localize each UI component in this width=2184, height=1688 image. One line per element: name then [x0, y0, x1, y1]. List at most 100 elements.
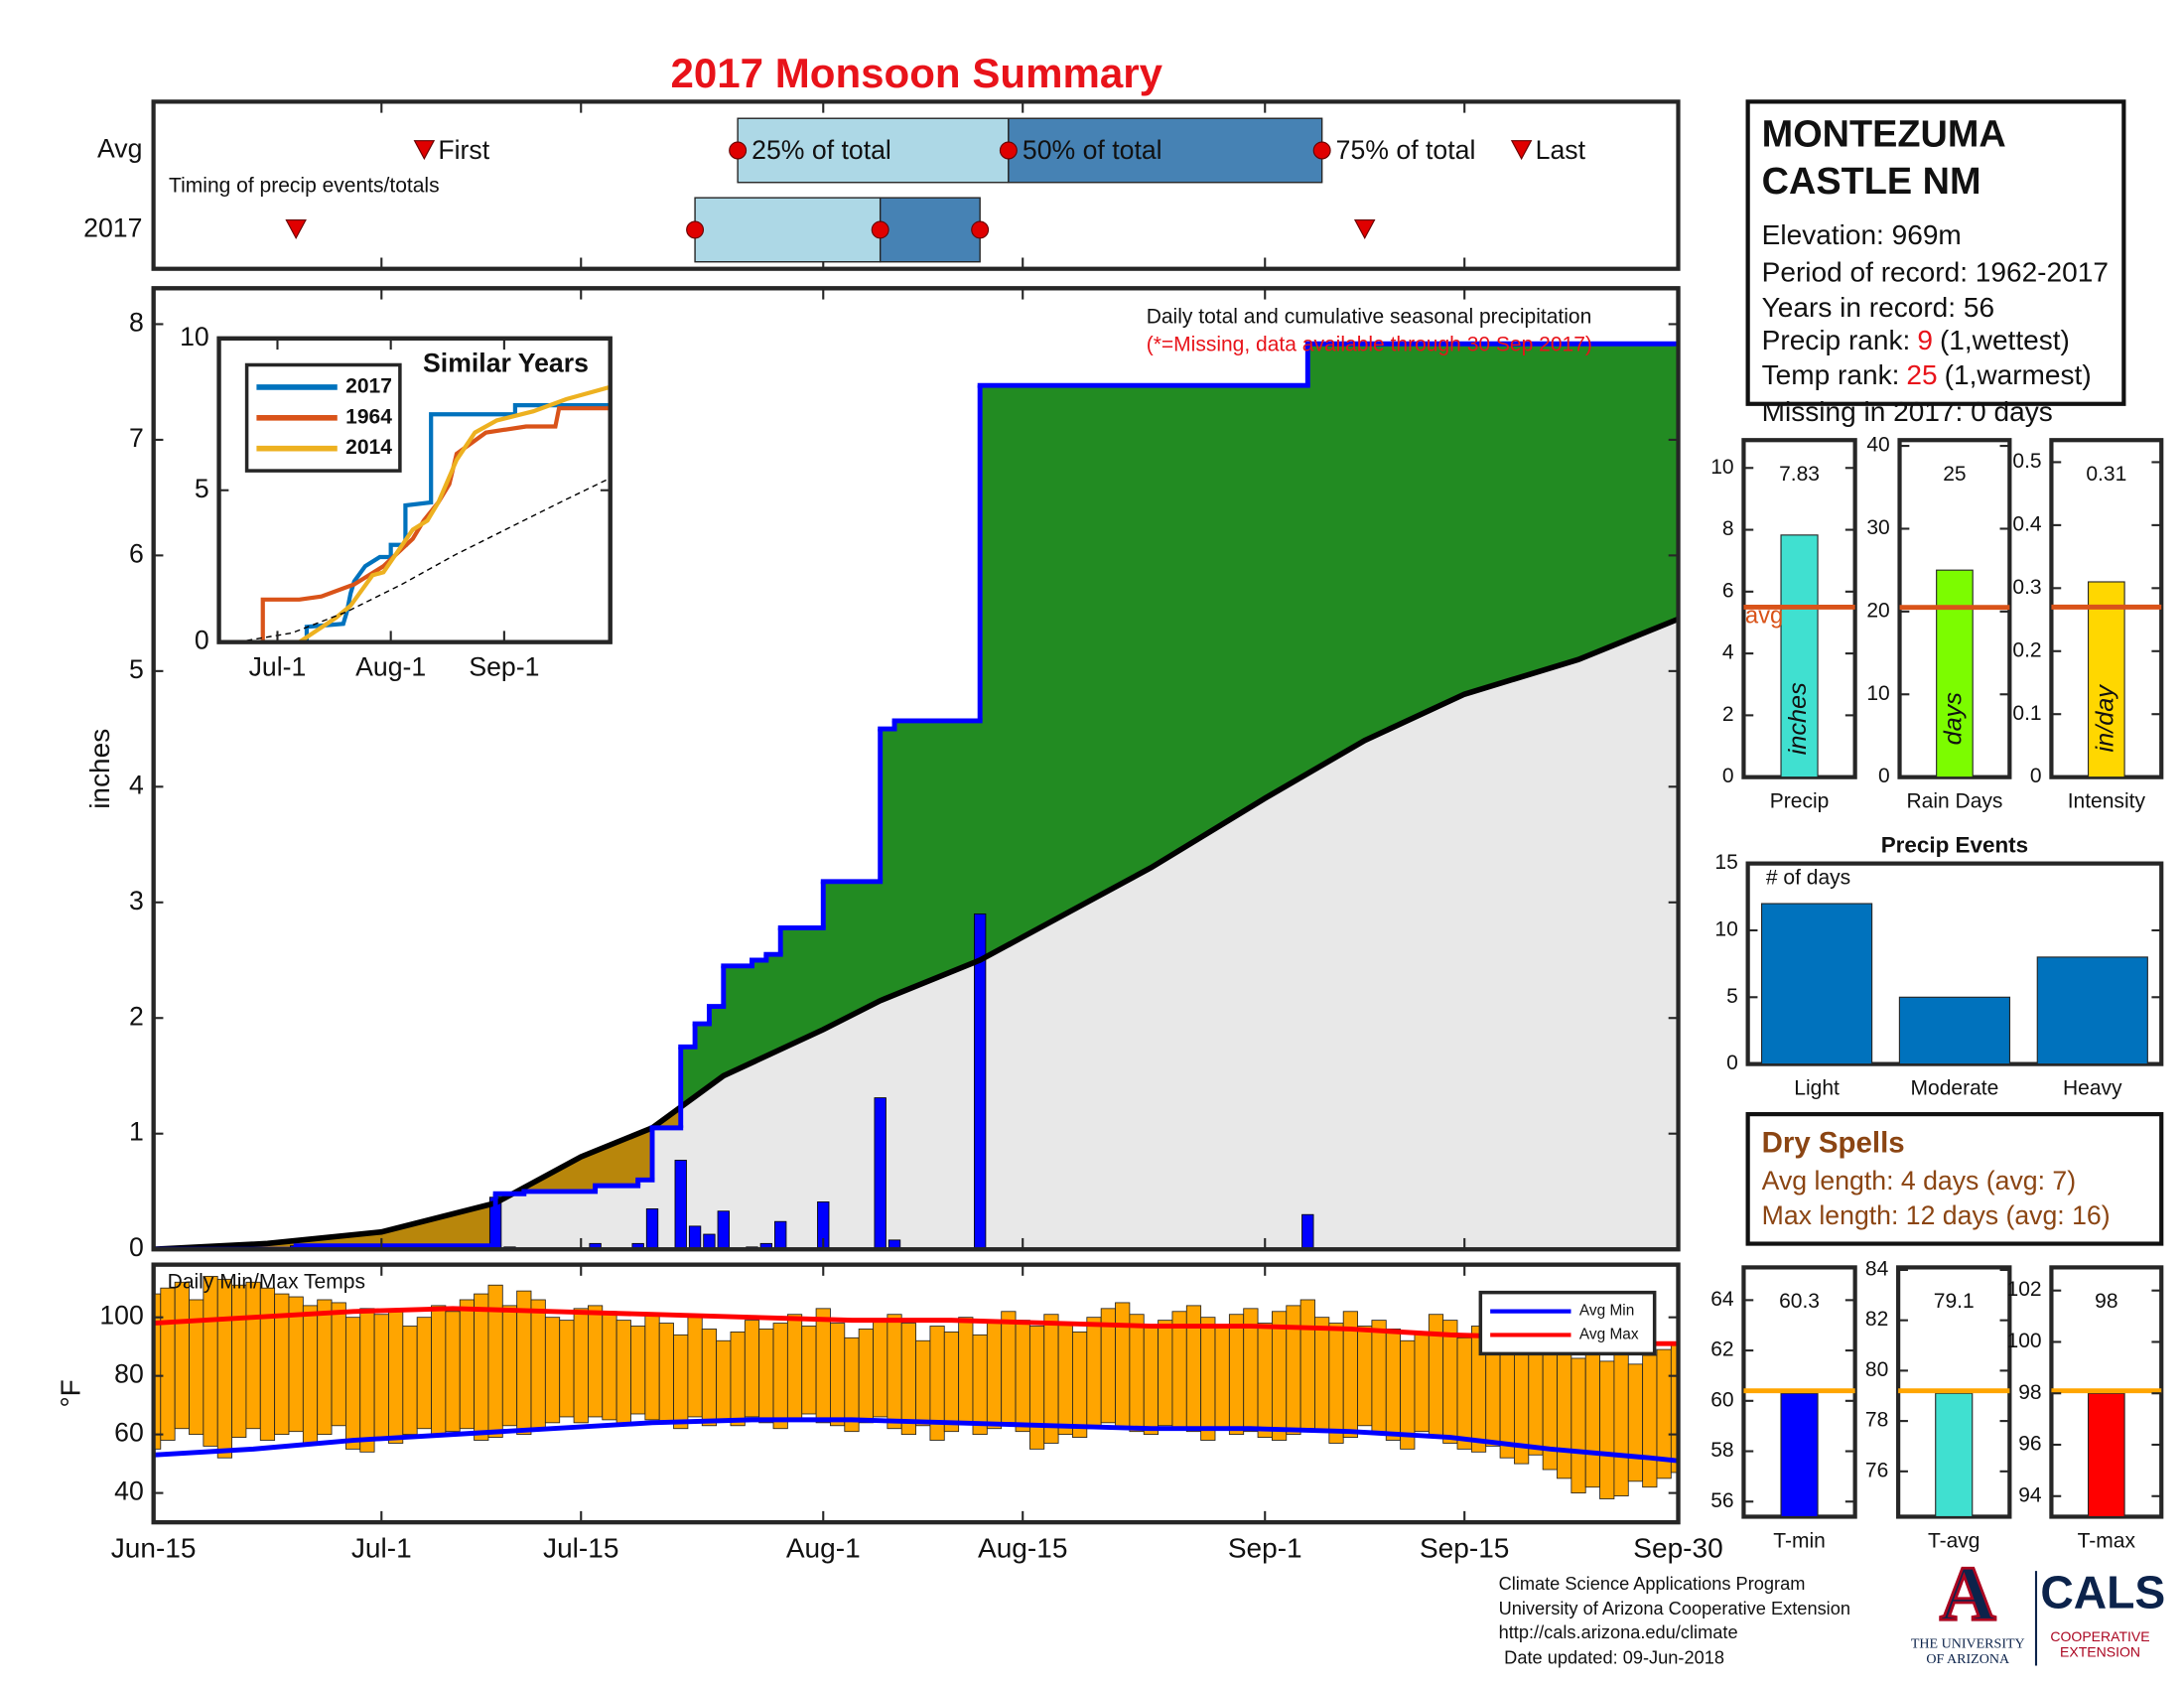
y-tick-label: 4: [129, 770, 144, 799]
dry-spells-box: [1745, 1112, 2164, 1246]
rank-value: 9: [1917, 325, 1933, 355]
precip-rank: Precip rank: 9 (1,wettest): [1762, 325, 2070, 355]
temp-range-bar: [1214, 1326, 1230, 1430]
y-tick-label: 60: [1710, 1388, 1733, 1411]
bar: [2087, 581, 2125, 778]
temp-range-bar: [402, 1326, 418, 1436]
series-line: [236, 477, 611, 642]
row-label: Avg: [97, 134, 142, 164]
station-name: MONTEZUMA: [1762, 113, 2006, 155]
dry-spells-title: Dry Spells: [1762, 1127, 1905, 1160]
temp-range-bar: [801, 1326, 817, 1415]
station-box: [1745, 99, 2126, 406]
temp-range-bar: [615, 1320, 631, 1427]
value-label: 60.3: [1779, 1290, 1820, 1313]
x-tick-label: Jul-1: [351, 1533, 412, 1564]
temp-range-bar: [786, 1314, 803, 1421]
temp-range-bar: [1129, 1314, 1145, 1433]
timing-box: [1008, 117, 1323, 184]
x-tick-label: Jul-1: [249, 651, 307, 681]
temp-range-bar: [431, 1305, 447, 1436]
event-label: 25% of total: [751, 135, 891, 165]
station-line: Years in record: 56: [1762, 292, 1994, 323]
temp-range-bar: [602, 1311, 617, 1421]
chart-subtitle: Timing of precip events/totals: [169, 175, 440, 198]
plot-area: [218, 384, 611, 642]
temp-range-bar: [873, 1320, 888, 1418]
y-tick-label: 1: [129, 1117, 144, 1147]
legend-label: 1964: [345, 405, 392, 428]
y-tick-label: 62: [1710, 1338, 1733, 1361]
temp-range-bar: [858, 1329, 874, 1424]
y-tick-label: 0.1: [2012, 702, 2041, 725]
footer-line: Date updated: 09-Jun-2018: [1504, 1646, 1724, 1667]
legend-label: 2014: [345, 436, 392, 459]
y-tick-label: 0: [1722, 765, 1734, 787]
value-label: 79.1: [1934, 1290, 1975, 1313]
y-tick-label: 4: [1722, 641, 1734, 664]
temp-range-bar: [1627, 1363, 1644, 1482]
y-tick-label: 80: [1865, 1358, 1888, 1381]
plot-frame: [151, 286, 1681, 1252]
temp-range-bar: [501, 1305, 518, 1427]
x-tick-label: Rain Days: [1906, 789, 2002, 812]
daily-bar: [1301, 1213, 1314, 1250]
y-tick-label: 5: [195, 474, 209, 503]
y-tick-label: 0: [129, 1232, 144, 1262]
temp-range-bar: [474, 1293, 489, 1441]
daily-bar: [717, 1210, 730, 1250]
x-tick-label: T-avg: [1928, 1529, 1980, 1552]
x-tick-label: Aug-15: [978, 1533, 1067, 1564]
temp-range-bar: [1314, 1317, 1330, 1433]
logo-letter: A: [1940, 1550, 1996, 1636]
logo-extension: EXTENSION: [2060, 1644, 2140, 1660]
y-tick-label: 15: [1714, 851, 1737, 874]
dry-spells-line: Max length: 12 days (avg: 16): [1762, 1200, 2111, 1230]
temp-range-bar: [630, 1326, 646, 1415]
legend-box: [1478, 1290, 1657, 1356]
footer-line: Climate Science Applications Program: [1499, 1573, 1806, 1594]
y-tick-label: 64: [1710, 1288, 1734, 1311]
event-marker: [1312, 141, 1331, 160]
x-tick-label: Sep-30: [1633, 1533, 1722, 1564]
temp-range-bar: [658, 1323, 674, 1424]
temp-range-bar: [830, 1323, 846, 1427]
daily-bar: [645, 1207, 659, 1250]
legend-label: 2017: [345, 374, 392, 397]
temp-range-bar: [1171, 1311, 1187, 1430]
bar: [2036, 956, 2148, 1065]
temp-range-bar: [673, 1334, 689, 1430]
temp-range-bar: [1557, 1342, 1572, 1479]
x-tick-label: Sep-15: [1420, 1533, 1509, 1564]
y-tick-label: 58: [1710, 1439, 1733, 1462]
temp-range-bar: [687, 1317, 703, 1418]
temp-range-bar: [943, 1331, 960, 1433]
event-marker: [1510, 140, 1533, 161]
plot-area: [153, 341, 1679, 1250]
y-tick-label: 0.3: [2012, 576, 2041, 599]
y-tick-label: 8: [129, 307, 144, 337]
logo-university: OF ARIZONA: [1926, 1652, 2010, 1667]
y-tick-label: 60: [114, 1418, 144, 1448]
temp-range-bar: [359, 1308, 375, 1453]
average-line: [153, 1417, 1679, 1464]
event-marker: [686, 220, 705, 239]
rank-label: Precip rank:: [1762, 325, 1911, 355]
y-tick-label: 6: [1722, 579, 1734, 602]
temp-range-bar: [331, 1302, 346, 1427]
temp-range-bar: [344, 1317, 361, 1450]
y-axis-label: inches: [84, 729, 115, 809]
x-tick-label: Light: [1794, 1076, 1840, 1099]
value-label: 7.83: [1779, 463, 1820, 486]
temp-range-bar: [1670, 1342, 1679, 1474]
temp-range-bar: [1328, 1323, 1344, 1444]
station-name: CASTLE NM: [1762, 161, 1981, 203]
x-tick-label: Sep-1: [469, 651, 539, 681]
x-tick-label: Jun-15: [111, 1533, 197, 1564]
y-tick-label: 10: [1866, 682, 1889, 705]
y-tick-label: 82: [1865, 1308, 1888, 1331]
temp-range-bar: [1072, 1331, 1088, 1438]
temp-range-bar: [373, 1314, 389, 1441]
chart-title: 2017 Monsoon Summary: [670, 50, 1162, 96]
temp-range-bar: [216, 1278, 232, 1459]
